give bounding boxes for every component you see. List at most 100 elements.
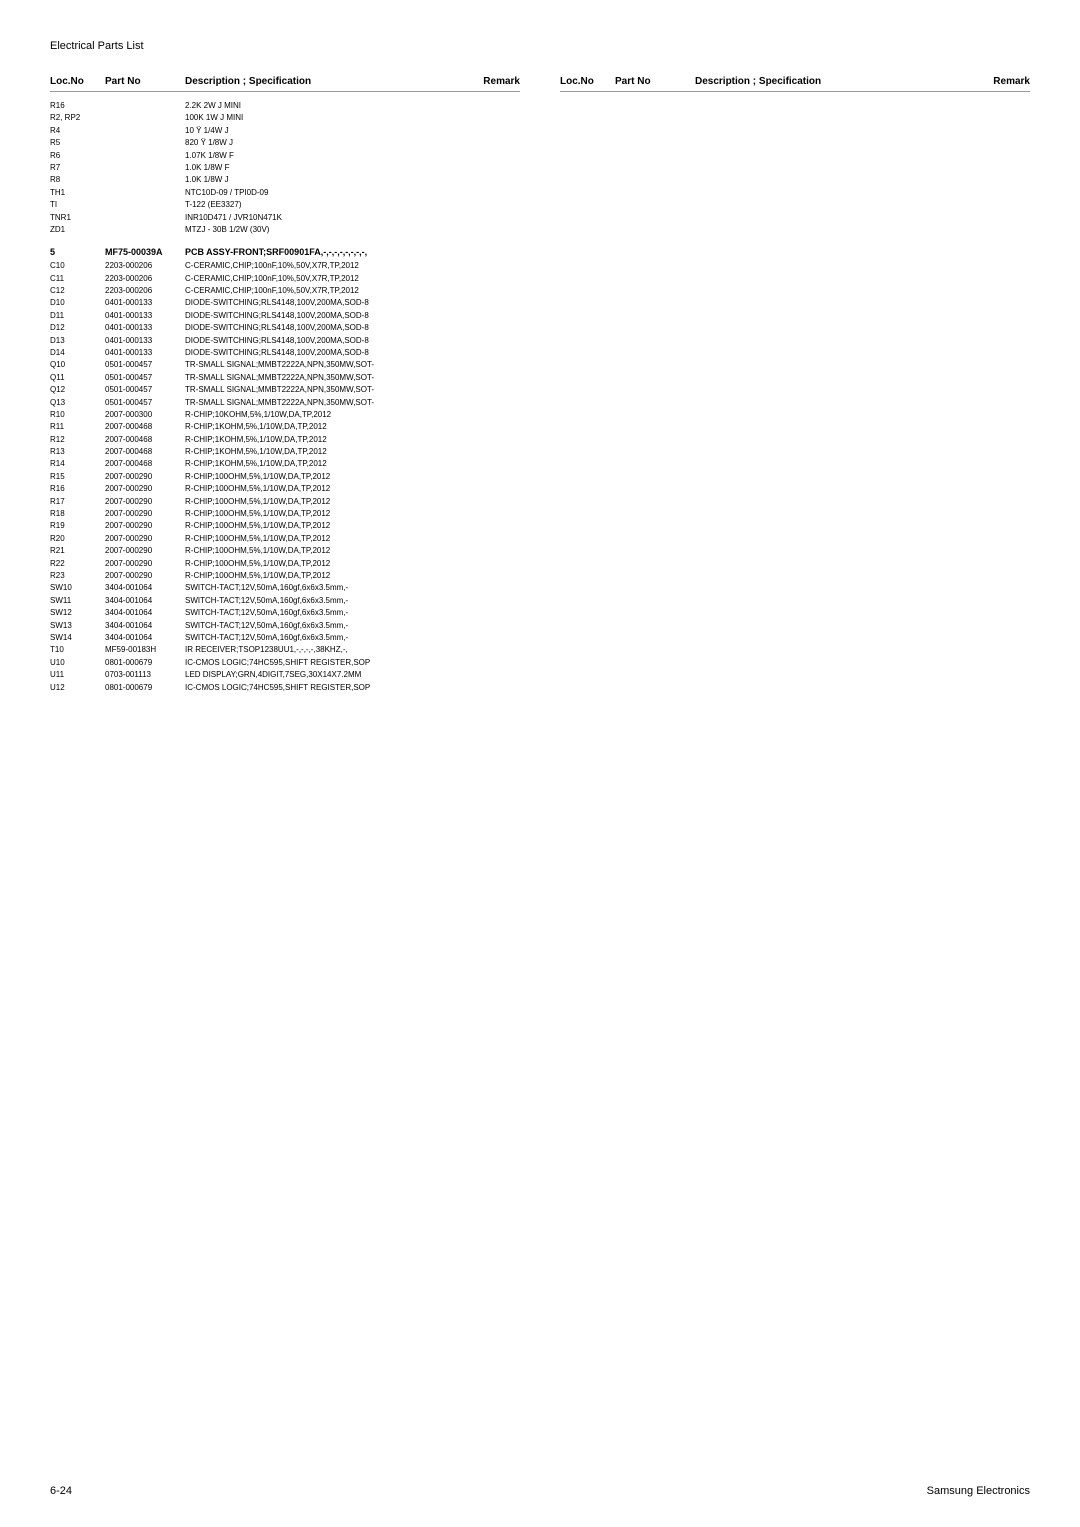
cell-desc: R-CHIP;100OHM,5%,1/10W,DA,TP,2012 — [185, 483, 470, 495]
cell-desc: TR-SMALL SIGNAL;MMBT2222A,NPN,350MW,SOT- — [185, 372, 470, 384]
cell-loc: TNR1 — [50, 212, 105, 224]
cell-part: 2007-000468 — [105, 421, 185, 433]
cell-loc: R20 — [50, 533, 105, 545]
cell-desc: R-CHIP;100OHM,5%,1/10W,DA,TP,2012 — [185, 545, 470, 557]
cell-loc: D12 — [50, 322, 105, 334]
cell-part: 2007-000468 — [105, 446, 185, 458]
cell-remark — [470, 174, 520, 186]
cell-remark — [470, 496, 520, 508]
cell-loc: TI — [50, 199, 105, 211]
cell-part — [105, 125, 185, 137]
column-right: Loc.No Part No Description ; Specificati… — [560, 76, 1030, 1465]
cell-desc: R-CHIP;1KOHM,5%,1/10W,DA,TP,2012 — [185, 458, 470, 470]
cell-part: 2007-000290 — [105, 471, 185, 483]
cell-desc: R-CHIP;10KOHM,5%,1/10W,DA,TP,2012 — [185, 409, 470, 421]
cell-desc: 1.0K 1/8W F — [185, 162, 470, 174]
cell-loc: D13 — [50, 335, 105, 347]
cell-desc: IC-CMOS LOGIC;74HC595,SHIFT REGISTER,SOP — [185, 657, 470, 669]
columns-container: Loc.No Part No Description ; Specificati… — [50, 76, 1030, 1465]
cell-desc: 820 Ÿ 1/8W J — [185, 137, 470, 149]
cell-loc: U12 — [50, 682, 105, 694]
table-row: SW133404-001064SWITCH-TACT;12V,50mA,160g… — [50, 620, 520, 632]
table-row: Q130501-000457TR-SMALL SIGNAL;MMBT2222A,… — [50, 397, 520, 409]
header-desc: Description ; Specification — [695, 76, 980, 87]
table-row: C102203-000206C-CERAMIC,CHIP;100nF,10%,5… — [50, 260, 520, 272]
table-row: T10MF59-00183HIR RECEIVER;TSOP1238UU1,-,… — [50, 644, 520, 656]
cell-remark — [470, 520, 520, 532]
cell-part: 3404-001064 — [105, 607, 185, 619]
cell-desc: C-CERAMIC,CHIP;100nF,10%,50V,X7R,TP,2012 — [185, 285, 470, 297]
table-row: SW123404-001064SWITCH-TACT;12V,50mA,160g… — [50, 607, 520, 619]
table-row: R81.0K 1/8W J — [50, 174, 520, 186]
table-row: Q110501-000457TR-SMALL SIGNAL;MMBT2222A,… — [50, 372, 520, 384]
cell-loc: Q10 — [50, 359, 105, 371]
cell-desc: SWITCH-TACT;12V,50mA,160gf,6x6x3.5mm,- — [185, 595, 470, 607]
cell-part: 0401-000133 — [105, 322, 185, 334]
cell-remark — [470, 620, 520, 632]
cell-remark — [470, 112, 520, 124]
cell-loc: R16 — [50, 483, 105, 495]
cell-part — [105, 224, 185, 236]
cell-desc: DIODE-SWITCHING;RLS4148,100V,200MA,SOD-8 — [185, 297, 470, 309]
table-row: R172007-000290R-CHIP;100OHM,5%,1/10W,DA,… — [50, 496, 520, 508]
cell-loc: R13 — [50, 446, 105, 458]
cell-part: 2007-000290 — [105, 496, 185, 508]
cell-part: 2007-000290 — [105, 520, 185, 532]
cell-remark — [470, 285, 520, 297]
cell-loc: R17 — [50, 496, 105, 508]
cell-loc: U10 — [50, 657, 105, 669]
table-row: R162007-000290R-CHIP;100OHM,5%,1/10W,DA,… — [50, 483, 520, 495]
cell-part: 2007-000290 — [105, 570, 185, 582]
cell-loc: SW10 — [50, 582, 105, 594]
cell-part: 2203-000206 — [105, 285, 185, 297]
table-row: D120401-000133DIODE-SWITCHING;RLS4148,10… — [50, 322, 520, 334]
column-headers-left: Loc.No Part No Description ; Specificati… — [50, 76, 520, 92]
cell-loc: R14 — [50, 458, 105, 470]
table-row: TH1NTC10D-09 / TPI0D-09 — [50, 187, 520, 199]
cell-part: 2007-000468 — [105, 434, 185, 446]
cell-remark — [470, 595, 520, 607]
cell-remark — [470, 384, 520, 396]
rows-left: R162.2K 2W J MINIR2, RP2100K 1W J MINIR4… — [50, 100, 520, 694]
cell-loc: 5 — [50, 246, 105, 260]
cell-part — [105, 199, 185, 211]
cell-remark — [470, 458, 520, 470]
table-row: SW103404-001064SWITCH-TACT;12V,50mA,160g… — [50, 582, 520, 594]
cell-desc: SWITCH-TACT;12V,50mA,160gf,6x6x3.5mm,- — [185, 620, 470, 632]
table-row: 5MF75-00039APCB ASSY-FRONT;SRF00901FA,-,… — [50, 246, 520, 260]
cell-desc: DIODE-SWITCHING;RLS4148,100V,200MA,SOD-8 — [185, 310, 470, 322]
table-row: TIT-122 (EE3327) — [50, 199, 520, 211]
cell-loc: SW13 — [50, 620, 105, 632]
cell-part: MF59-00183H — [105, 644, 185, 656]
cell-part: 2007-000290 — [105, 558, 185, 570]
cell-part: 0501-000457 — [105, 359, 185, 371]
cell-desc: IR RECEIVER;TSOP1238UU1,-,-,-,-,38KHZ,-, — [185, 644, 470, 656]
cell-part — [105, 150, 185, 162]
cell-part — [105, 212, 185, 224]
cell-part — [105, 112, 185, 124]
table-row: R5820 Ÿ 1/8W J — [50, 137, 520, 149]
table-row: R162.2K 2W J MINI — [50, 100, 520, 112]
cell-desc: 2.2K 2W J MINI — [185, 100, 470, 112]
table-row: R142007-000468R-CHIP;1KOHM,5%,1/10W,DA,T… — [50, 458, 520, 470]
cell-remark — [470, 162, 520, 174]
cell-desc: R-CHIP;100OHM,5%,1/10W,DA,TP,2012 — [185, 570, 470, 582]
header-part: Part No — [105, 76, 185, 87]
table-row: D130401-000133DIODE-SWITCHING;RLS4148,10… — [50, 335, 520, 347]
cell-loc: Q13 — [50, 397, 105, 409]
cell-desc: TR-SMALL SIGNAL;MMBT2222A,NPN,350MW,SOT- — [185, 397, 470, 409]
cell-part: 3404-001064 — [105, 632, 185, 644]
cell-desc: R-CHIP;100OHM,5%,1/10W,DA,TP,2012 — [185, 533, 470, 545]
cell-part: 2007-000290 — [105, 508, 185, 520]
table-row: R112007-000468R-CHIP;1KOHM,5%,1/10W,DA,T… — [50, 421, 520, 433]
table-row: D100401-000133DIODE-SWITCHING;RLS4148,10… — [50, 297, 520, 309]
cell-part: 2007-000290 — [105, 533, 185, 545]
cell-remark — [470, 187, 520, 199]
cell-loc: R7 — [50, 162, 105, 174]
header-remark: Remark — [980, 76, 1030, 87]
table-row: R182007-000290R-CHIP;100OHM,5%,1/10W,DA,… — [50, 508, 520, 520]
cell-remark — [470, 397, 520, 409]
cell-part — [105, 174, 185, 186]
cell-remark — [470, 372, 520, 384]
cell-remark — [470, 508, 520, 520]
